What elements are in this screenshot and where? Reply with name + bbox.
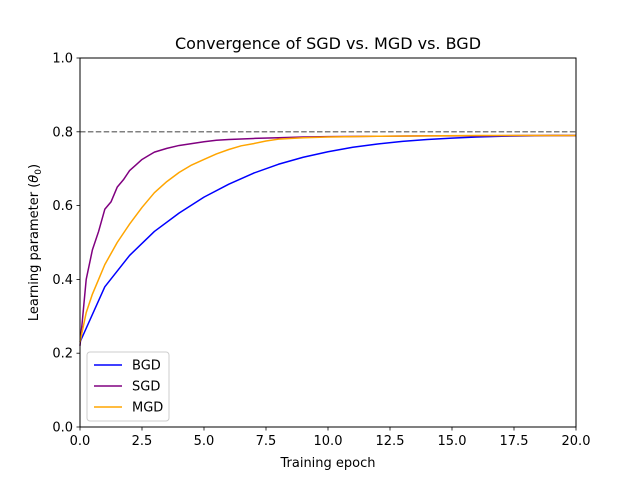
x-ticks: 0.0 2.5 5.0 7.5 10.0 12.5 15.0 17.5 20.0	[70, 427, 591, 449]
y-axis-label-close: )	[27, 164, 42, 169]
legend-label-sgd: SGD	[132, 380, 160, 395]
legend-label-bgd: BGD	[132, 359, 161, 374]
y-tick-label: 0.2	[52, 347, 73, 362]
y-tick-label: 0.4	[52, 273, 73, 288]
y-tick-label: 0.0	[52, 421, 73, 436]
x-tick-label: 0.0	[70, 434, 91, 449]
y-tick-label: 0.8	[52, 125, 73, 140]
x-axis-label: Training epoch	[279, 456, 375, 471]
series-line-bgd	[79, 134, 576, 343]
legend: BGD SGD MGD	[86, 351, 170, 422]
legend-items: BGD SGD MGD	[94, 359, 163, 416]
x-tick-label: 2.5	[132, 434, 153, 449]
series-line-sgd	[79, 134, 576, 346]
legend-box	[86, 351, 170, 422]
x-tick-label: 12.5	[376, 434, 405, 449]
x-tick-label: 20.0	[562, 434, 591, 449]
chart-title: Convergence of SGD vs. MGD vs. BGD	[175, 34, 481, 53]
series-line-mgd	[79, 134, 576, 343]
x-tick-label: 7.5	[256, 434, 277, 449]
y-tick-label: 0.6	[52, 199, 73, 214]
y-axis-label: Learning parameter (θ0)	[27, 164, 44, 321]
y-axis-label-text: Learning parameter (	[27, 183, 42, 321]
legend-label-mgd: MGD	[132, 401, 163, 416]
y-axis-label-subscript: 0	[34, 169, 44, 175]
y-ticks: 0.0 0.2 0.4 0.6 0.8 1.0	[52, 52, 80, 436]
x-tick-label: 15.0	[438, 434, 467, 449]
x-tick-label: 5.0	[194, 434, 215, 449]
x-tick-label: 10.0	[314, 434, 343, 449]
y-axis-label-symbol: θ	[27, 175, 42, 183]
y-tick-label: 1.0	[52, 52, 73, 67]
series-layer	[79, 134, 576, 346]
x-tick-label: 17.5	[500, 434, 529, 449]
